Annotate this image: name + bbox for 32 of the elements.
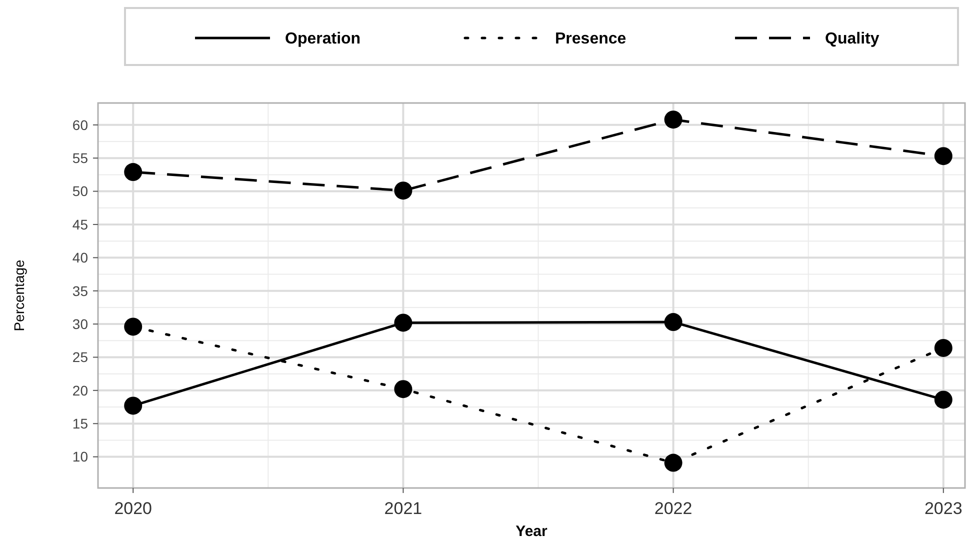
y-tick-label: 50 — [72, 183, 88, 200]
x-tick-label: 2020 — [114, 499, 152, 518]
legend-label: Operation — [285, 30, 361, 48]
y-tick-label: 45 — [72, 216, 88, 232]
y-tick-label: 20 — [72, 382, 88, 398]
point — [394, 380, 412, 398]
y-tick-label: 35 — [72, 282, 88, 299]
y-axis-title: Percentage — [11, 259, 27, 332]
y-tick-label: 30 — [72, 316, 88, 332]
y-tick-label: 15 — [72, 416, 88, 432]
point — [664, 454, 682, 472]
point — [934, 338, 952, 357]
point — [934, 147, 952, 166]
point — [124, 163, 142, 182]
legend-label: Presence — [555, 30, 626, 48]
y-tick-label: 25 — [72, 349, 88, 366]
point — [124, 396, 142, 415]
point — [934, 390, 952, 409]
y-tick-label: 55 — [72, 150, 88, 166]
x-tick-label: 2023 — [924, 499, 962, 518]
point — [394, 182, 412, 200]
y-tick-label: 40 — [72, 250, 88, 266]
point — [394, 314, 412, 332]
legend-label: Quality — [825, 30, 880, 48]
x-tick-label: 2021 — [384, 499, 422, 518]
y-tick-label: 10 — [72, 448, 88, 465]
point — [664, 110, 682, 129]
y-tick-label: 60 — [72, 116, 88, 133]
point — [124, 318, 142, 336]
x-axis-title: Year — [516, 523, 548, 540]
x-tick-label: 2022 — [654, 499, 692, 518]
point — [664, 313, 682, 332]
